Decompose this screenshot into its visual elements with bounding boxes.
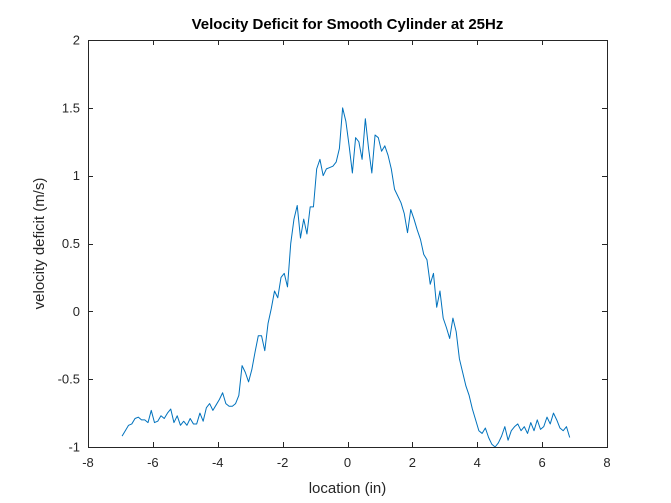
x-tick-label: -8 xyxy=(82,455,94,470)
x-tick-label: -4 xyxy=(212,455,224,470)
y-tick-label: 1.5 xyxy=(62,100,80,115)
plot-area xyxy=(88,40,607,447)
x-tick-label: -2 xyxy=(277,455,289,470)
x-tick-label: 0 xyxy=(344,455,351,470)
y-axis-label: velocity deficit (m/s) xyxy=(31,178,48,310)
y-tick-label: -1 xyxy=(68,440,80,455)
x-tick-label: 6 xyxy=(539,455,546,470)
x-tick-label: 2 xyxy=(409,455,416,470)
x-axis-label: location (in) xyxy=(309,480,387,497)
y-tick-label: 0.5 xyxy=(62,236,80,251)
y-tick-label: -0.5 xyxy=(58,372,80,387)
y-tick-label: 1 xyxy=(73,168,80,183)
y-tick-label: 0 xyxy=(73,304,80,319)
x-tick-label: 8 xyxy=(603,455,610,470)
x-tick-label: 4 xyxy=(474,455,481,470)
ticks-layer: -8 -6 -4 -2 0 2 4 6 8 -1 -0.5 0 0.5 1 1.5 2 xyxy=(58,33,611,471)
chart-title: Velocity Deficit for Smooth Cylinder at … xyxy=(192,16,504,33)
x-tick-label: -6 xyxy=(147,455,159,470)
y-tick-label: 2 xyxy=(73,33,80,48)
